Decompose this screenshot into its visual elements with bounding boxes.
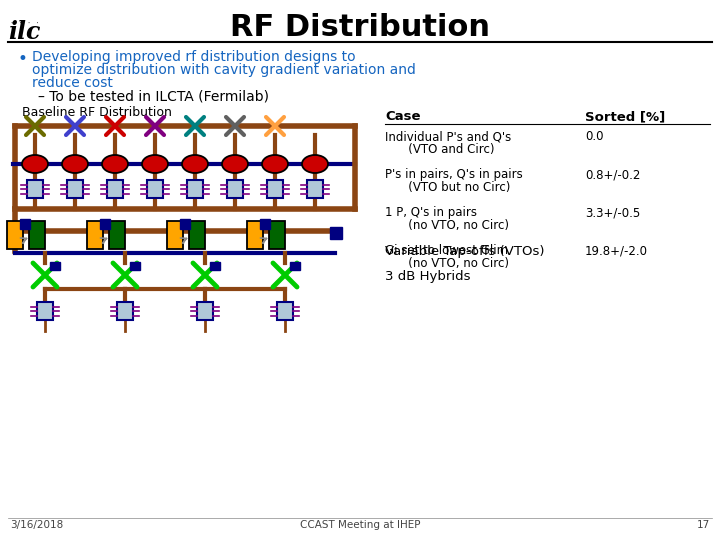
Bar (180, 219, 190, 229)
Text: (VTO but no Circ): (VTO but no Circ) (397, 181, 510, 194)
Bar (109, 221, 125, 249)
Ellipse shape (222, 155, 248, 173)
Ellipse shape (62, 155, 88, 173)
Text: Baseline RF Distribution: Baseline RF Distribution (22, 106, 172, 119)
Bar (100, 219, 110, 229)
Text: P's in pairs, Q's in pairs: P's in pairs, Q's in pairs (385, 168, 523, 181)
Bar (87, 221, 103, 249)
Text: 1 P, Q's in pairs: 1 P, Q's in pairs (385, 206, 477, 219)
Bar (29, 221, 45, 249)
Text: Gi set to lowest Glim: Gi set to lowest Glim (385, 244, 508, 257)
Text: (VTO and Circ): (VTO and Circ) (397, 143, 495, 156)
Text: •: • (18, 50, 28, 68)
Text: 3/16/2018: 3/16/2018 (10, 520, 63, 530)
Ellipse shape (262, 155, 288, 173)
Bar (20, 219, 30, 229)
Text: reduce cost: reduce cost (32, 76, 113, 90)
Bar (227, 180, 243, 198)
Ellipse shape (102, 155, 128, 173)
Bar (167, 221, 183, 249)
Text: Sorted [%]: Sorted [%] (585, 110, 665, 123)
Bar (107, 180, 123, 198)
Text: (no VTO, no Circ): (no VTO, no Circ) (397, 219, 509, 232)
Bar (67, 180, 83, 198)
Bar (307, 180, 323, 198)
Text: Individual P's and Q's: Individual P's and Q's (385, 130, 511, 143)
Bar (37, 302, 53, 320)
Bar (210, 262, 220, 270)
Bar (187, 180, 203, 198)
Bar (50, 262, 60, 270)
Bar (27, 180, 43, 198)
Bar (7, 221, 23, 249)
Text: 0.8+/-0.2: 0.8+/-0.2 (585, 168, 640, 181)
Text: 17: 17 (697, 520, 710, 530)
Text: 3.3+/-0.5: 3.3+/-0.5 (585, 206, 640, 219)
Text: · · · ·: · · · · (10, 20, 40, 26)
Bar (269, 221, 285, 249)
Text: Developing improved rf distribution designs to: Developing improved rf distribution desi… (32, 50, 356, 64)
Ellipse shape (22, 155, 48, 173)
Text: 0.0: 0.0 (585, 130, 603, 143)
Bar (117, 302, 133, 320)
Text: optimize distribution with cavity gradient variation and: optimize distribution with cavity gradie… (32, 63, 416, 77)
Bar (197, 302, 213, 320)
Bar (330, 227, 342, 239)
Text: ilc: ilc (8, 20, 40, 44)
Bar (290, 262, 300, 270)
Text: (no VTO, no Circ): (no VTO, no Circ) (397, 257, 509, 270)
Text: RF Distribution: RF Distribution (230, 12, 490, 42)
Ellipse shape (142, 155, 168, 173)
Bar (277, 302, 293, 320)
Bar (130, 262, 140, 270)
Ellipse shape (182, 155, 208, 173)
Ellipse shape (302, 155, 328, 173)
Text: Variable Tap-offs (VTOs): Variable Tap-offs (VTOs) (385, 245, 544, 258)
Bar (260, 219, 270, 229)
Bar (267, 180, 283, 198)
Bar (189, 221, 205, 249)
Text: – To be tested in ILCTA (Fermilab): – To be tested in ILCTA (Fermilab) (38, 89, 269, 103)
Bar (247, 221, 263, 249)
Text: 3 dB Hybrids: 3 dB Hybrids (385, 270, 470, 283)
Text: CCAST Meeting at IHEP: CCAST Meeting at IHEP (300, 520, 420, 530)
Text: 19.8+/-2.0: 19.8+/-2.0 (585, 244, 648, 257)
Bar (147, 180, 163, 198)
Text: Case: Case (385, 110, 420, 123)
